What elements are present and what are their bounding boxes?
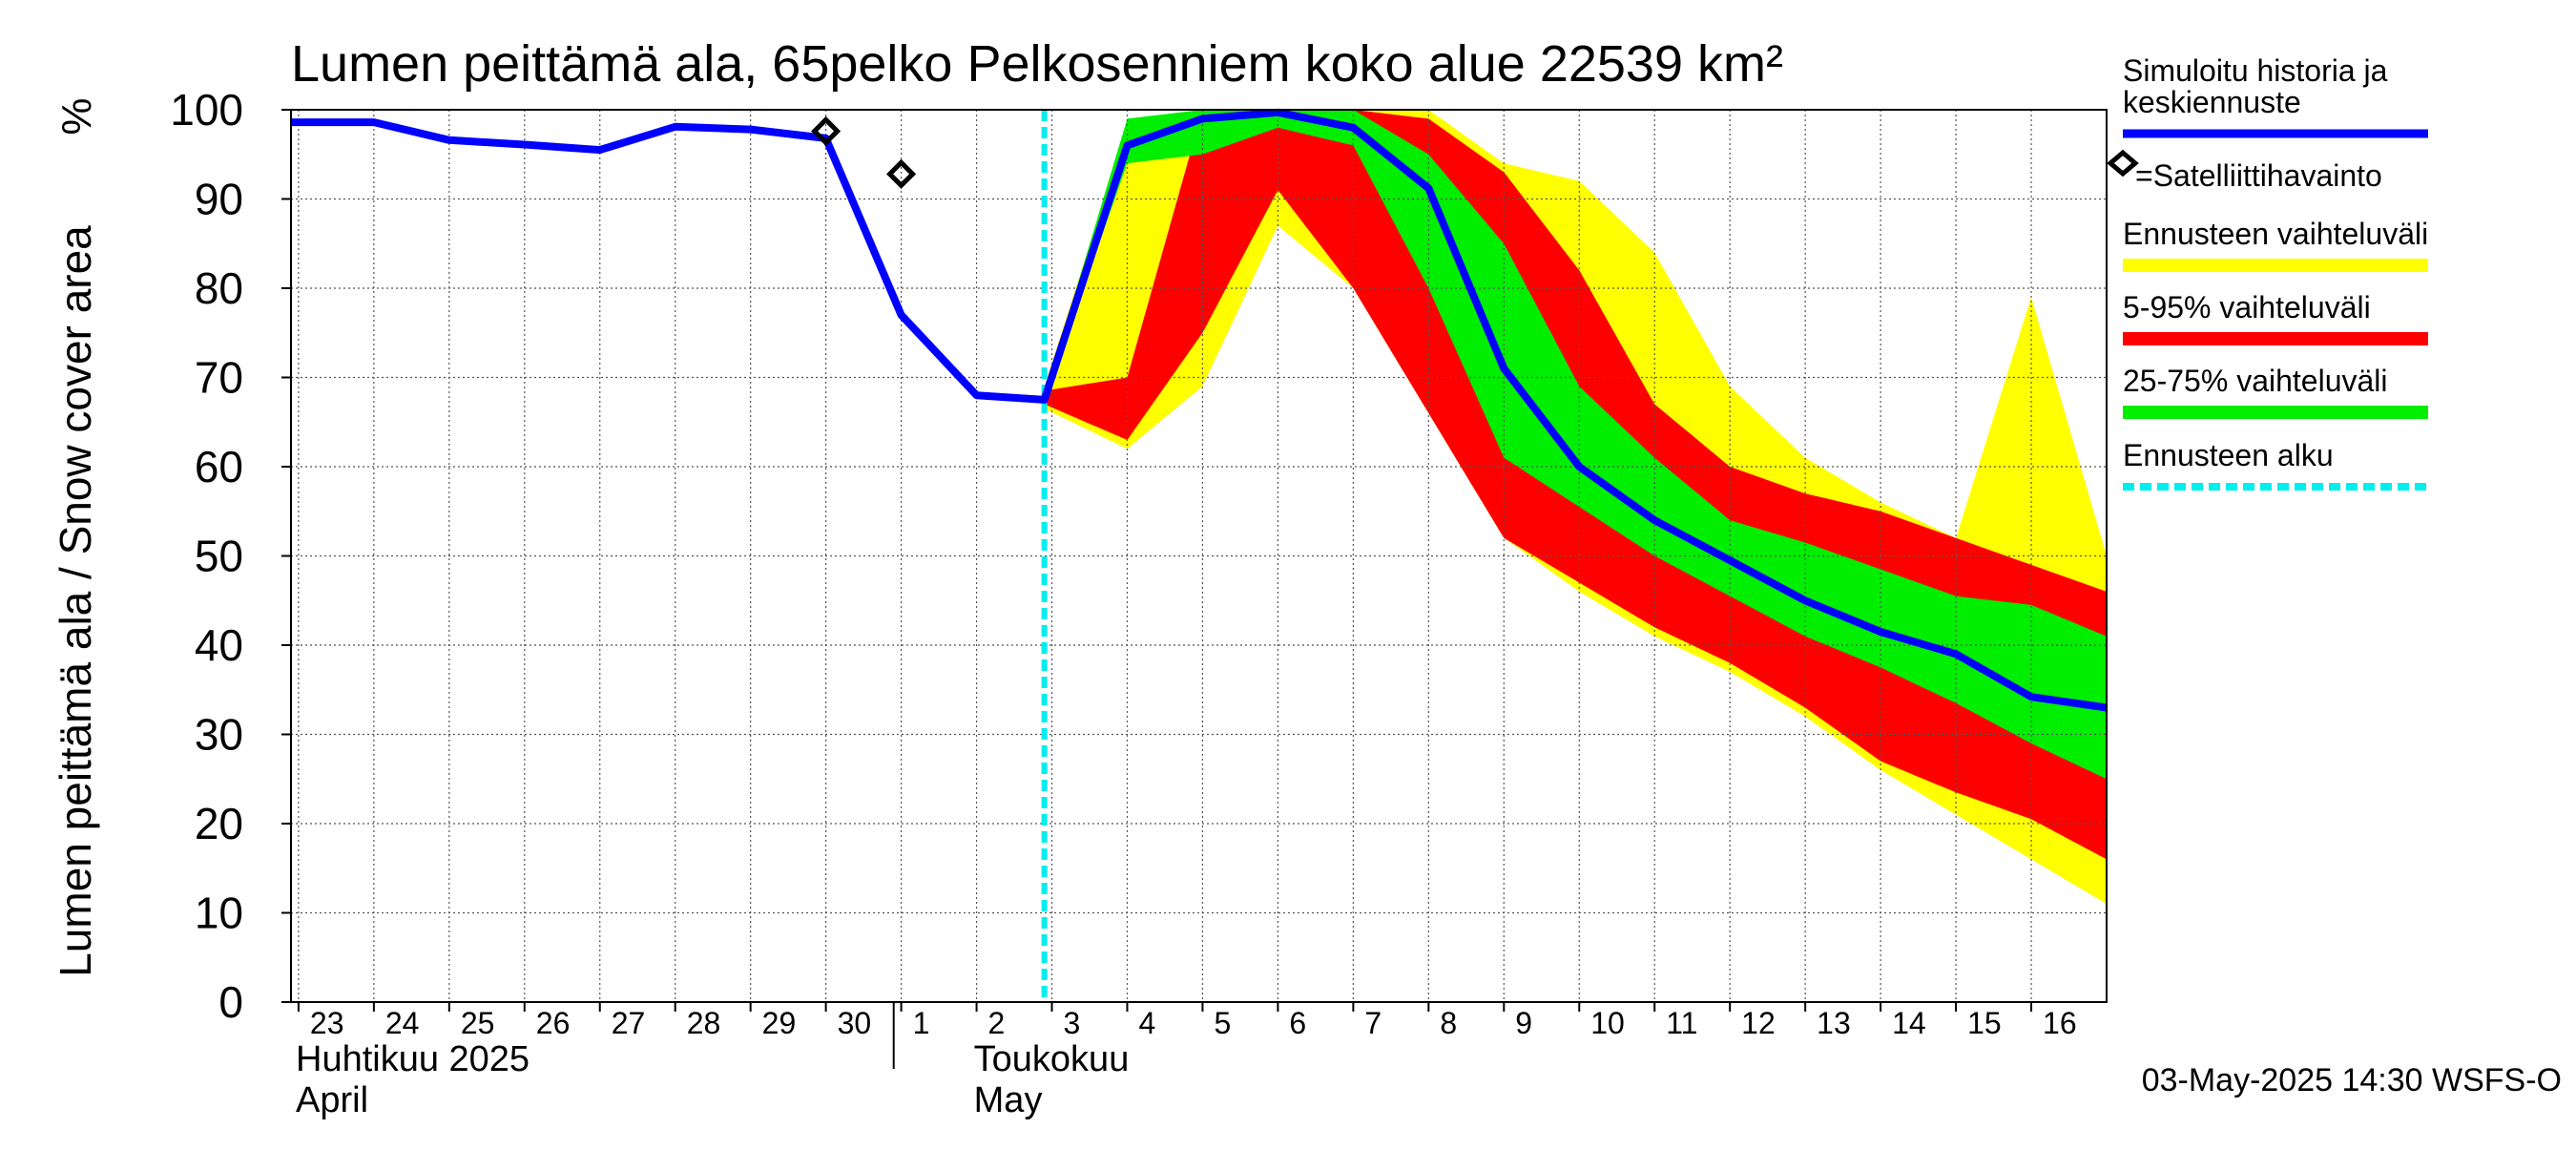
x-tick-label: 13	[1817, 1006, 1851, 1040]
legend-swatch-band	[2123, 259, 2428, 272]
month-label-en: April	[296, 1080, 368, 1120]
y-tick-label: 10	[195, 889, 243, 938]
legend-label-band: Ennusteen vaihteluväli	[2123, 217, 2428, 251]
x-tick-label: 12	[1741, 1006, 1776, 1040]
y-tick-label: 0	[218, 977, 243, 1027]
x-tick-label: 10	[1590, 1006, 1625, 1040]
y-tick-label: 30	[195, 710, 243, 760]
median-line	[291, 108, 2108, 712]
x-tick-label: 3	[1064, 1006, 1081, 1040]
legend-label-forecast-start: Ennusteen alku	[2123, 438, 2334, 472]
legend-swatch-band	[2123, 406, 2428, 419]
x-tick-label: 1	[913, 1006, 930, 1040]
y-axis-unit: %	[53, 97, 100, 135]
chart-title: Lumen peittämä ala, 65pelko Pelkosenniem…	[291, 35, 1783, 93]
x-tick-label: 11	[1666, 1006, 1697, 1040]
legend-label-band: 5-95% vaihteluväli	[2123, 290, 2371, 324]
legend-swatch-band	[2123, 332, 2428, 345]
x-tick-label: 29	[762, 1006, 797, 1040]
x-tick-label: 5	[1214, 1006, 1231, 1040]
y-tick-label: 70	[195, 353, 243, 403]
x-tick-label: 26	[536, 1006, 571, 1040]
satellite-point	[811, 115, 841, 146]
x-tick-label: 14	[1892, 1006, 1926, 1040]
x-tick-label: 7	[1364, 1006, 1381, 1040]
x-tick-label: 30	[838, 1006, 872, 1040]
month-label-en: May	[974, 1080, 1043, 1120]
bands-layer	[1044, 110, 2107, 905]
x-tick-label: 2	[988, 1006, 1006, 1040]
x-tick-label: 23	[310, 1006, 344, 1040]
lines-layer	[291, 108, 2108, 1002]
y-tick-label: 100	[170, 85, 243, 135]
legend-label-satellite: =Satelliittihavainto	[2135, 158, 2382, 193]
legend-label-median-2: keskiennuste	[2123, 85, 2301, 119]
x-tick-label: 16	[2043, 1006, 2077, 1040]
y-tick-label: 90	[195, 175, 243, 224]
x-tick-label: 4	[1138, 1006, 1155, 1040]
y-tick-label: 50	[195, 532, 243, 581]
x-tick-label: 28	[687, 1006, 721, 1040]
x-tick-label: 6	[1289, 1006, 1306, 1040]
y-tick-label: 40	[195, 620, 243, 670]
y-tick-label: 20	[195, 799, 243, 848]
legend-swatch-satellite	[2107, 149, 2139, 178]
legend-label-median: Simuloitu historia ja	[2123, 53, 2388, 88]
grid-layer	[291, 109, 2107, 1002]
y-axis-label: Lumen peittämä ala / Snow cover area	[51, 225, 100, 977]
month-label: Toukokuu	[974, 1039, 1130, 1079]
y-tick-label: 60	[195, 442, 243, 491]
x-tick-label: 25	[461, 1006, 495, 1040]
x-tick-label: 27	[612, 1006, 646, 1040]
y-tick-label: 80	[195, 263, 243, 313]
x-tick-label: 8	[1440, 1006, 1457, 1040]
x-tick-label: 24	[385, 1006, 420, 1040]
legend-label-band: 25-75% vaihteluväli	[2123, 364, 2388, 398]
timestamp: 03-May-2025 14:30 WSFS-O	[2142, 1062, 2562, 1098]
month-label: Huhtikuu 2025	[296, 1039, 530, 1079]
satellite-point	[886, 158, 917, 189]
x-tick-label: 15	[1967, 1006, 2002, 1040]
x-tick-label: 9	[1515, 1006, 1532, 1040]
